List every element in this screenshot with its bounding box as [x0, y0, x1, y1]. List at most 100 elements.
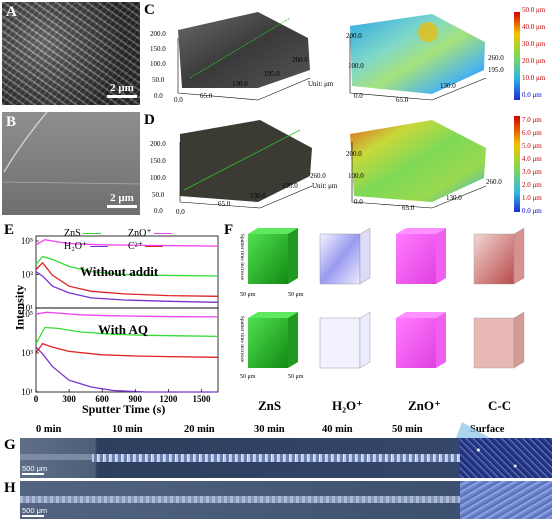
y-tick-label-1-2: 10¹: [21, 387, 33, 397]
cube-label-zns: ZnS: [258, 398, 282, 413]
micrograph-strip-g: [20, 438, 460, 478]
c-cbar-5: 0.0 μm: [522, 91, 542, 99]
sputter-chart: 10⁵ 10³ 10¹ 10⁵ 10³ 10¹ 0 300 600 900 1200 1500: [21, 235, 219, 404]
legend-zno-label: ZnO⁺: [128, 228, 152, 239]
scale-bar-g-label: 500 μm: [22, 464, 48, 473]
c-x-tick-1: 65.0: [200, 92, 213, 100]
x-tick-label-1: 300: [62, 394, 76, 404]
c-y-tick-3: 50.0: [152, 76, 165, 84]
axes-d-left: [179, 142, 313, 209]
micrograph-strip-h: [20, 481, 460, 519]
legend-zns-line: [83, 232, 102, 235]
colorbar-c: [514, 12, 520, 100]
time-label-50: 50 min: [392, 424, 423, 435]
series-line-0-C²⁺: [35, 261, 219, 297]
panel-letter-e: E: [4, 222, 15, 238]
panel-letter-c: C: [144, 2, 155, 18]
scale-bar-a-label: 2 μm: [110, 82, 134, 94]
axes-c-right: [349, 36, 487, 101]
c2-x-tick-2: 130.0: [440, 82, 456, 90]
c2-x-tick-3: 195.0: [488, 66, 504, 74]
d-unit-label: Unit: μm: [312, 182, 338, 190]
d2-x-tick-1: 65.0: [402, 204, 415, 212]
c2-x-tick-4: 260.0: [488, 54, 504, 62]
x-tick-label-3: 900: [129, 394, 143, 404]
cube-h2o-bottom: [319, 311, 371, 369]
scale-bar-b-label: 2 μm: [110, 192, 134, 204]
c-y-tick-1: 150.0: [150, 45, 166, 53]
c-cbar-2: 30.0 μm: [522, 40, 546, 48]
surface-callout-g: [456, 422, 490, 438]
c-y-tick-4: 0.0: [154, 92, 163, 100]
colorbar-d: [514, 116, 520, 212]
scale-bar-h: 500 μm: [22, 506, 47, 517]
time-label-surface: Surface: [470, 424, 505, 435]
d-y-tick-4: 0.0: [154, 207, 163, 215]
cube-cc-bottom: [473, 311, 525, 369]
cube-scale-bottom-left: 50 μm: [240, 374, 256, 380]
scale-bar-b: 2 μm: [107, 192, 137, 208]
sem-image-b: [2, 112, 140, 215]
scale-bar-g: 500 μm: [22, 464, 47, 475]
cube-axis-text-bottom: Sputter time increase: [239, 315, 246, 363]
legend-h2o-line: [89, 245, 108, 248]
c-x-tick-2: 130.0: [232, 80, 248, 88]
cube-zns-bottom: [248, 312, 298, 368]
x-tick-label-4: 1200: [159, 394, 178, 404]
d-cbar-4: 3.0 μm: [522, 168, 542, 176]
d2-x-tick-4: 260.0: [486, 178, 502, 186]
legend-h2o-label: H₂O⁺: [64, 241, 88, 252]
legend-c2-line: [145, 245, 164, 248]
x-tick-label-5: 1500: [192, 394, 211, 404]
panel-letter-f: F: [224, 222, 234, 238]
c-cbar-3: 20.0 μm: [522, 57, 546, 65]
x-tick-label-2: 600: [95, 394, 109, 404]
d-y-tick-2: 100.0: [150, 174, 166, 182]
series-line-1-C²⁺: [35, 342, 219, 358]
panel-letter-d: D: [144, 112, 155, 128]
y-tick-label-0-0: 10⁵: [21, 236, 33, 246]
d2-y-tick-0: 200.0: [346, 150, 362, 158]
legend-zno: ZnO⁺: [128, 228, 173, 239]
d-x-tick-0: 0.0: [176, 208, 185, 216]
label-with-aq: With AQ: [98, 322, 148, 337]
d-cbar-7: 0.0 μm: [522, 207, 542, 215]
d-x-tick-4: 260.0: [310, 172, 326, 180]
c2-y-tick-2: 100.0: [348, 62, 364, 70]
cube-h2o-top: [319, 227, 371, 285]
d2-y-tick-4: 0.0: [354, 198, 363, 206]
cube-label-zno: ZnO⁺: [408, 398, 441, 413]
subplot-with-aq: 10⁵ 10³ 10¹: [21, 307, 219, 397]
panel-d-3d: [179, 116, 520, 212]
x-axis-ticks: 0 300 600 900 1200 1500: [34, 389, 211, 404]
scale-bar-g-line: [22, 473, 44, 475]
topo-c-hotspot: [418, 22, 438, 42]
c-cbar-1: 40.0 μm: [522, 23, 546, 31]
topo-color-c: [350, 14, 485, 94]
d-cbar-5: 2.0 μm: [522, 181, 542, 189]
c-x-tick-3: 195.0: [264, 70, 280, 78]
initial-band-g: [20, 454, 92, 460]
d-x-tick-3: 195.0: [282, 182, 298, 190]
cube-cc-top: [473, 227, 525, 285]
legend-c2-label: C²⁺: [128, 241, 143, 252]
y-tick-label-0-2: 10¹: [21, 303, 33, 313]
y-tick-label-1-0: 10⁵: [21, 309, 33, 319]
x-tick-label-0: 0: [34, 394, 39, 404]
topo-color-d: [350, 120, 486, 202]
cube-zns-top: [248, 228, 298, 284]
panel-c-3d: [177, 12, 520, 101]
legend-c2: C²⁺: [128, 241, 164, 252]
d-cbar-3: 4.0 μm: [522, 155, 542, 163]
chart-y-label: Intensity: [12, 284, 27, 331]
scale-bar-b-line: [107, 205, 137, 208]
y-tick-label-1-1: 10³: [21, 348, 33, 358]
time-label-30: 30 min: [254, 424, 285, 435]
subplot-without-addit: 10⁵ 10³ 10¹: [21, 235, 219, 313]
c2-x-tick-1: 65.0: [396, 96, 409, 104]
legend-zns-label: ZnS: [64, 228, 81, 239]
time-label-0: 0 min: [36, 424, 62, 435]
panel-letter-h: H: [4, 480, 16, 496]
c-cbar-4: 10.0 μm: [522, 74, 546, 82]
c-cbar-0: 50.0 μm: [522, 6, 546, 14]
